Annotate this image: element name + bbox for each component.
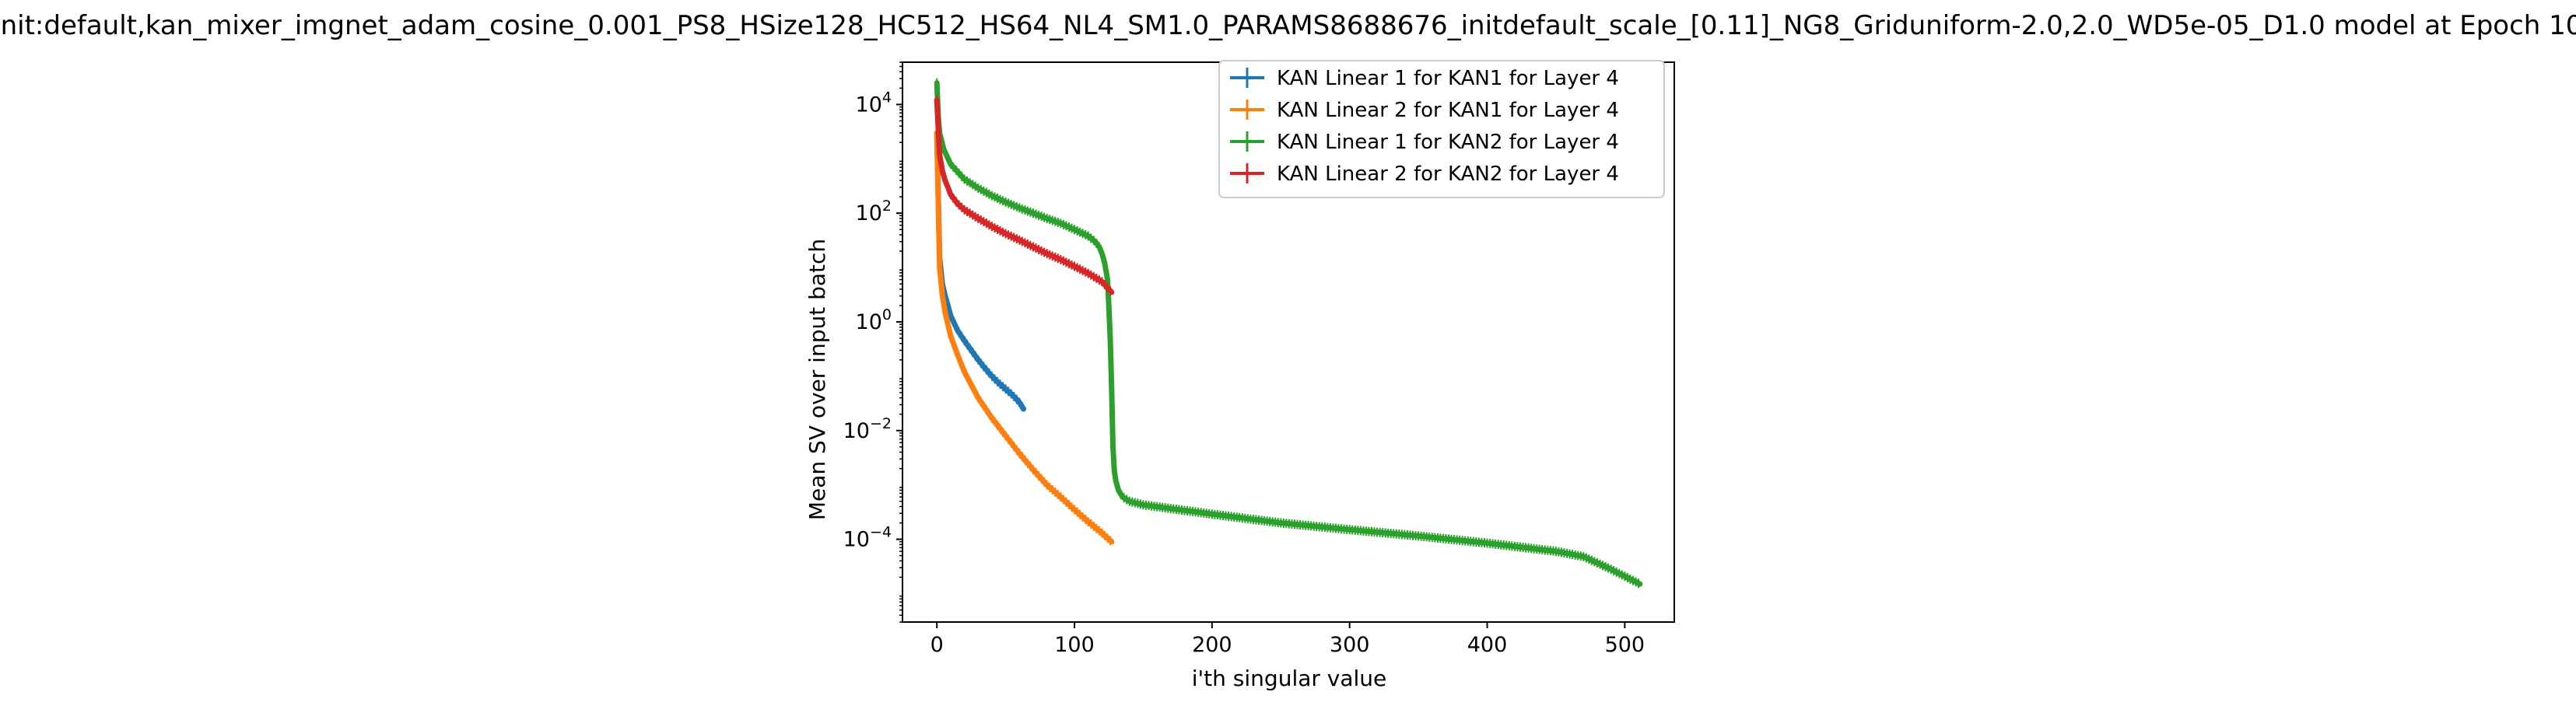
x-tick-label: 400	[1467, 633, 1508, 657]
series-error-bars	[936, 128, 1023, 412]
y-axis-label: Mean SV over input batch	[804, 239, 830, 520]
series-3	[934, 78, 1643, 589]
legend-label: KAN Linear 2 for KAN2 for Layer 4	[1277, 163, 1619, 186]
legend-entry: KAN Linear 2 for KAN2 for Layer 4	[1230, 163, 1619, 186]
x-tick-label: 500	[1605, 633, 1645, 657]
legend-entry: KAN Linear 1 for KAN1 for Layer 4	[1230, 67, 1619, 90]
y-tick-label: 100	[856, 306, 892, 334]
series-error-bars	[936, 78, 1639, 589]
x-tick-label: 200	[1192, 633, 1232, 657]
series-error-bars	[936, 95, 1111, 295]
series-line	[934, 97, 1115, 295]
plot-area	[902, 61, 1675, 623]
legend: KAN Linear 1 for KAN1 for Layer 4 KAN Lin…	[1218, 60, 1665, 198]
x-tick-label: 0	[931, 633, 944, 657]
x-axis: 0 100 200 300 400 500	[931, 622, 1645, 657]
legend-label: KAN Linear 2 for KAN1 for Layer 4	[1277, 99, 1619, 122]
legend-entry: KAN Linear 2 for KAN1 for Layer 4	[1230, 99, 1619, 122]
y-tick-label: 102	[856, 197, 892, 225]
legend-box	[1218, 60, 1665, 198]
y-axis: 104 102 100 10−2 10−4	[843, 61, 902, 623]
x-axis-label: i'th singular value	[1192, 666, 1387, 691]
y-tick-label: 10−4	[843, 524, 892, 552]
legend-entry: KAN Linear 1 for KAN2 for Layer 4	[1230, 131, 1619, 154]
legend-label: KAN Linear 1 for KAN2 for Layer 4	[1277, 131, 1619, 154]
x-tick-label: 300	[1330, 633, 1370, 657]
x-tick-label: 100	[1054, 633, 1095, 657]
series-2	[934, 128, 1115, 546]
series-4	[934, 95, 1115, 295]
series-error-bars	[936, 128, 1111, 546]
y-tick-label: 10−2	[843, 415, 892, 443]
series-1	[934, 128, 1027, 412]
y-tick-label: 104	[856, 89, 892, 117]
legend-label: KAN Linear 1 for KAN1 for Layer 4	[1277, 67, 1619, 90]
chart-title: Init:default,kan_mixer_imgnet_adam_cosin…	[0, 10, 2576, 41]
